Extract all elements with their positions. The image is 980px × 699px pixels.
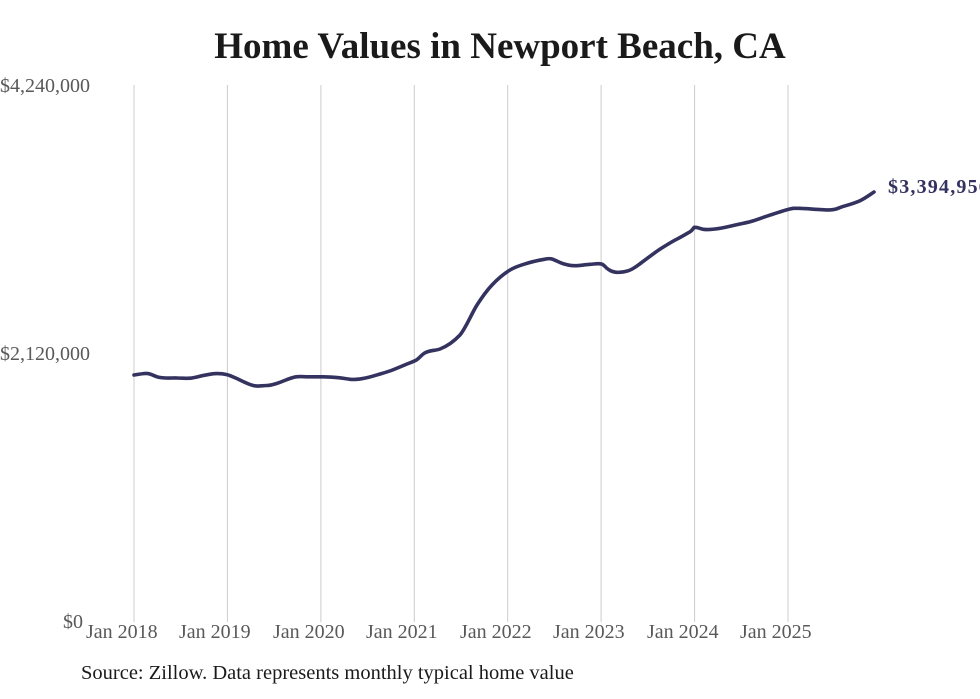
svg-text:Jan 2019: Jan 2019 xyxy=(179,621,251,643)
svg-text:Jan 2024: Jan 2024 xyxy=(647,621,719,643)
svg-text:$0: $0 xyxy=(63,611,83,633)
svg-text:$4,240,000: $4,240,000 xyxy=(0,75,90,97)
svg-text:Jan 2020: Jan 2020 xyxy=(273,621,345,643)
svg-text:Jan 2023: Jan 2023 xyxy=(553,621,625,643)
svg-text:Jan 2018: Jan 2018 xyxy=(86,621,158,643)
svg-text:$3,394,9568: $3,394,9568 xyxy=(888,176,980,198)
svg-text:Jan 2021: Jan 2021 xyxy=(366,621,438,643)
svg-text:Jan 2022: Jan 2022 xyxy=(460,621,532,643)
svg-text:Jan 2025: Jan 2025 xyxy=(740,621,812,643)
svg-text:$2,120,000: $2,120,000 xyxy=(0,343,90,365)
